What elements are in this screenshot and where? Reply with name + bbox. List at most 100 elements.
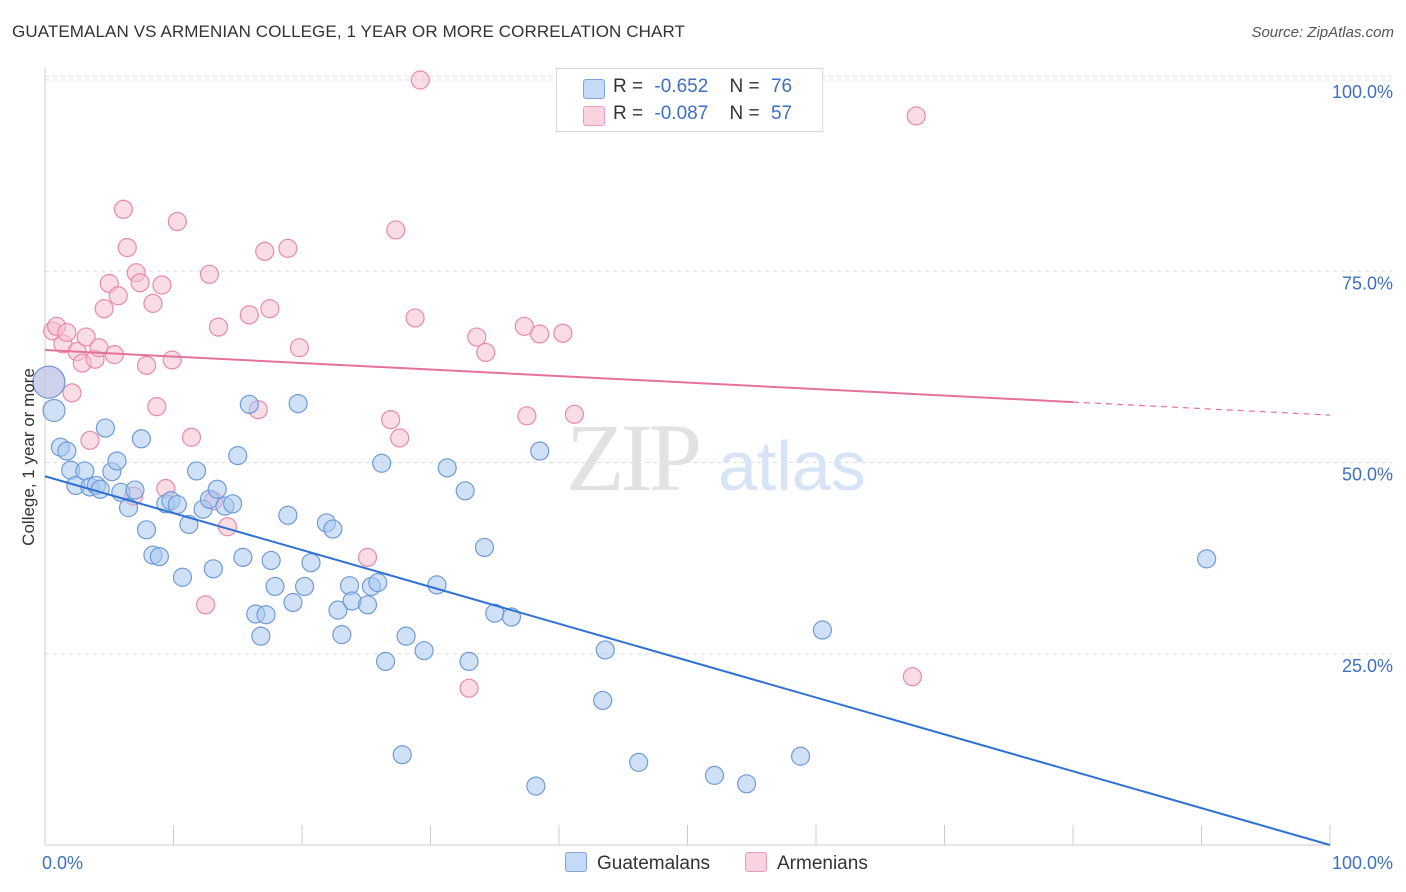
guatemalan-point <box>437 458 457 478</box>
x-tick-label-max: 100.0% <box>1332 853 1393 873</box>
source-credit: Source: ZipAtlas.com <box>1251 24 1394 41</box>
guatemalan-point <box>301 553 321 573</box>
guatemalan-point <box>790 746 811 766</box>
armenian-point <box>152 275 172 295</box>
series-armenians <box>32 70 926 698</box>
guatemalan-point <box>283 592 303 613</box>
armenian-point <box>390 428 410 448</box>
guatemalan-point <box>239 394 259 414</box>
guatemalan-point <box>90 479 110 499</box>
armenian-point <box>76 327 96 347</box>
guatemalan-point <box>629 752 649 772</box>
guatemalan-point <box>459 651 479 672</box>
guatemalan-point <box>149 546 169 567</box>
guatemalan-point <box>95 418 115 438</box>
x-tick-label-min: 0.0% <box>42 853 83 873</box>
guatemalan-point <box>530 441 550 461</box>
r-label: R = <box>613 103 644 124</box>
armenian-point <box>167 211 187 232</box>
guatemalan-point <box>328 600 348 620</box>
armenian-point <box>278 238 298 258</box>
guatemalan-point <box>57 441 77 461</box>
armenian-point <box>255 241 275 261</box>
armenians-trend-extension <box>1072 401 1331 416</box>
guatemalan-point <box>278 505 298 525</box>
armenians-swatch <box>583 106 605 126</box>
armenian-point <box>405 308 425 328</box>
guatemalan-point <box>131 429 151 449</box>
guatemalan-point <box>357 595 378 615</box>
guatemalan-point <box>75 461 95 481</box>
guatemalan-point <box>172 567 193 587</box>
armenian-point <box>459 678 479 698</box>
armenian-point <box>467 327 487 347</box>
guatemalan-point <box>294 576 315 597</box>
guatemalan-point <box>414 641 434 661</box>
armenian-point <box>410 70 430 90</box>
guatemalan-point <box>455 481 475 501</box>
guatemalan-point <box>396 626 416 646</box>
armenian-point <box>476 342 496 362</box>
y-axis-title: College, 1 year or more <box>19 368 38 546</box>
guatemalan-point <box>187 461 207 481</box>
guatemalan-point <box>118 498 139 518</box>
armenian-point <box>208 317 229 337</box>
armenian-point <box>381 410 401 430</box>
y-tick-label: 100.0% <box>1332 82 1393 102</box>
guatemalan-point <box>332 625 352 645</box>
guatemalan-point <box>323 519 343 539</box>
watermark-zip: ZIP <box>566 404 699 511</box>
n-label: N = <box>729 103 760 124</box>
axes <box>44 68 1331 846</box>
armenians-trend-line <box>44 349 1074 404</box>
guatemalan-point <box>203 559 223 579</box>
guatemalan-point <box>501 607 522 627</box>
armenian-point <box>80 430 100 450</box>
armenian-point <box>289 338 310 358</box>
armenian-point <box>906 106 926 126</box>
guatemalans-swatch <box>583 79 605 99</box>
guatemalan-point <box>265 576 285 597</box>
armenian-point <box>117 237 137 258</box>
armenian-point <box>530 324 550 344</box>
guatemalan-point <box>1197 549 1217 569</box>
armenian-point <box>517 406 537 426</box>
armenian-point <box>130 273 150 293</box>
guatemalan-point <box>368 573 388 593</box>
guatemalan-point <box>392 745 412 765</box>
guatemalan-point <box>256 605 276 625</box>
y-tick-label: 25.0% <box>1342 656 1393 676</box>
armenian-point <box>239 305 259 325</box>
guatemalan-point <box>593 690 613 711</box>
armenian-point <box>196 595 216 615</box>
guatemalan-point <box>595 640 615 660</box>
guatemalans-legend-label: Guatemalans <box>597 853 711 874</box>
armenian-point <box>113 199 133 219</box>
armenian-point <box>108 286 128 306</box>
guatemalans-n-value: 76 <box>770 76 793 97</box>
guatemalan-point <box>375 651 396 672</box>
guatemalans-trend-line <box>44 475 1331 846</box>
guatemalan-point <box>107 451 127 471</box>
bottom-legend-armenians: Armenians <box>745 852 868 875</box>
armenian-point <box>136 355 157 375</box>
grid <box>45 75 1392 655</box>
guatemalan-point <box>288 393 308 414</box>
guatemalan-point <box>704 765 725 785</box>
armenian-point <box>162 350 182 370</box>
guatemalan-point <box>228 446 248 466</box>
watermark-atlas: atlas <box>718 427 866 505</box>
series-guatemalans <box>32 365 1217 796</box>
guatemalan-point <box>526 776 546 796</box>
guatemalans-r-value: -0.652 <box>654 76 709 97</box>
armenians-legend-label: Armenians <box>777 853 868 874</box>
armenian-point <box>147 397 167 417</box>
guatemalan-point <box>125 480 145 500</box>
armenian-point <box>564 404 585 424</box>
guatemalan-point <box>251 626 271 646</box>
n-label: N = <box>729 76 760 97</box>
watermark: ZIP atlas <box>566 404 866 511</box>
y-tick-label: 75.0% <box>1342 273 1393 293</box>
armenian-point <box>386 220 406 240</box>
